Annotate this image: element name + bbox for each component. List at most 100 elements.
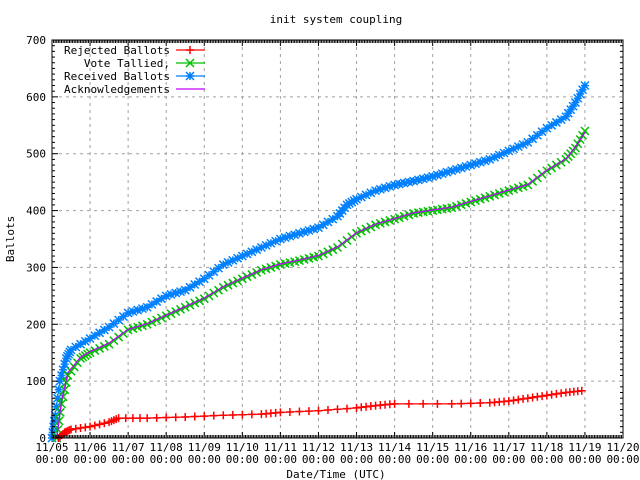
data-point bbox=[204, 270, 214, 280]
data-point bbox=[409, 176, 419, 186]
data-point bbox=[466, 399, 475, 408]
data-point bbox=[142, 302, 152, 312]
data-point bbox=[194, 277, 205, 287]
data-point bbox=[404, 177, 414, 187]
data-point bbox=[461, 161, 471, 172]
y-tick-label: 0 bbox=[39, 432, 46, 445]
data-point bbox=[76, 339, 86, 349]
x-tick-label: 11/15 00:00 bbox=[416, 441, 449, 466]
data-point bbox=[228, 410, 237, 419]
data-point bbox=[60, 359, 70, 369]
data-point bbox=[280, 233, 290, 243]
data-point bbox=[394, 179, 404, 189]
data-point bbox=[166, 289, 176, 299]
legend-label: Acknowledgements bbox=[64, 83, 170, 96]
data-point bbox=[390, 399, 399, 408]
data-point bbox=[209, 411, 218, 420]
data-point bbox=[175, 287, 186, 297]
data-point bbox=[470, 159, 481, 169]
data-point bbox=[523, 137, 533, 147]
data-point bbox=[323, 217, 333, 227]
data-point bbox=[56, 370, 67, 380]
data-point bbox=[309, 224, 319, 234]
data-point bbox=[276, 408, 285, 417]
data-point bbox=[437, 169, 447, 179]
data-point bbox=[109, 319, 119, 329]
data-point bbox=[233, 253, 243, 263]
data-point bbox=[318, 220, 328, 230]
data-point bbox=[128, 414, 137, 423]
data-point bbox=[451, 164, 461, 174]
data-point bbox=[261, 240, 271, 250]
x-tick-label: 11/17 00:00 bbox=[492, 441, 525, 466]
data-point bbox=[577, 386, 586, 395]
legend-label: Vote Tallied, bbox=[84, 57, 170, 70]
data-point bbox=[313, 223, 323, 233]
data-point bbox=[547, 120, 557, 130]
y-tick-label: 600 bbox=[26, 91, 46, 104]
data-point bbox=[385, 181, 395, 191]
y-tick-label: 400 bbox=[26, 205, 46, 218]
data-point bbox=[247, 410, 256, 419]
data-point bbox=[563, 108, 573, 118]
data-point bbox=[66, 366, 76, 376]
data-point bbox=[51, 402, 61, 412]
data-point bbox=[580, 80, 590, 91]
x-tick-label: 11/05 00:00 bbox=[35, 441, 68, 466]
data-point bbox=[299, 227, 309, 237]
data-point bbox=[489, 152, 500, 162]
data-point bbox=[323, 405, 332, 414]
data-point bbox=[419, 399, 428, 408]
data-point bbox=[171, 288, 181, 298]
series-acknowledgements bbox=[56, 131, 586, 439]
data-point bbox=[152, 413, 161, 422]
data-point bbox=[456, 163, 466, 173]
data-point bbox=[499, 148, 509, 158]
data-point bbox=[504, 146, 514, 156]
data-point bbox=[314, 406, 323, 415]
data-point bbox=[433, 399, 442, 408]
data-point bbox=[58, 365, 68, 375]
x-tick-label: 11/20 00:00 bbox=[606, 441, 639, 466]
x-tick-label: 11/07 00:00 bbox=[112, 441, 145, 466]
x-tick-label: 11/14 00:00 bbox=[378, 441, 411, 466]
data-point bbox=[532, 130, 542, 140]
data-point bbox=[375, 184, 385, 194]
data-point bbox=[580, 126, 590, 136]
data-point bbox=[185, 58, 195, 68]
data-point bbox=[294, 228, 304, 238]
data-point bbox=[63, 370, 73, 380]
grid bbox=[52, 40, 623, 438]
data-point bbox=[380, 183, 390, 193]
data-point bbox=[66, 345, 76, 355]
series-line bbox=[57, 390, 582, 439]
data-point bbox=[304, 407, 313, 416]
data-point bbox=[390, 180, 400, 190]
data-point bbox=[99, 325, 109, 335]
data-point bbox=[556, 115, 566, 125]
data-point bbox=[432, 170, 442, 180]
data-point bbox=[181, 412, 190, 421]
data-point bbox=[104, 322, 114, 332]
data-point bbox=[485, 154, 495, 164]
chart-title: init system coupling bbox=[270, 13, 402, 26]
data-point bbox=[343, 404, 352, 413]
series-line bbox=[56, 130, 586, 439]
data-point bbox=[223, 257, 233, 267]
data-point bbox=[561, 112, 571, 122]
y-tick-label: 200 bbox=[26, 318, 46, 331]
data-point bbox=[566, 105, 576, 115]
data-point bbox=[570, 98, 580, 108]
series-layer bbox=[47, 80, 590, 443]
data-point bbox=[575, 89, 585, 99]
data-point bbox=[180, 285, 190, 295]
data-point bbox=[371, 186, 381, 196]
data-point bbox=[60, 385, 70, 395]
data-point bbox=[328, 214, 338, 224]
y-tick-label: 700 bbox=[26, 34, 46, 47]
x-tick-label: 11/11 00:00 bbox=[264, 441, 297, 466]
data-point bbox=[475, 157, 485, 167]
data-point bbox=[71, 342, 81, 352]
